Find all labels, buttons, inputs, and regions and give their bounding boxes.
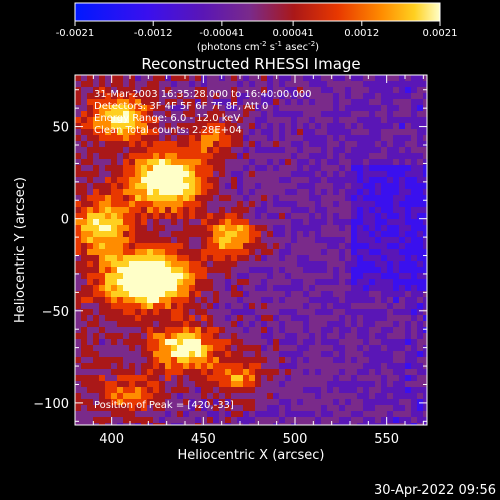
y-axis-label: Heliocentric Y (arcsec) xyxy=(13,177,28,323)
annotation-energy-range: Energy Range: 6.0 - 12.0 keV xyxy=(94,113,240,124)
x-tick-label: 400 xyxy=(99,432,124,447)
colorbar-tick-label: -0.0021 xyxy=(56,28,95,39)
y-tick-label: −100 xyxy=(33,397,69,412)
peak-position-label: Position of Peak = [420,-33] xyxy=(94,400,234,411)
colorbar-tick-label: -0.0012 xyxy=(134,28,173,39)
y-tick-label: −50 xyxy=(42,305,69,320)
x-tick-label: 550 xyxy=(374,432,399,447)
colorbar-tick-label: 0.0021 xyxy=(423,28,458,39)
colorbar-tick-label: 0.0012 xyxy=(344,28,379,39)
y-tick-label: 50 xyxy=(52,121,69,136)
footer-timestamp: 30-Apr-2022 09:56 xyxy=(374,483,496,498)
x-tick-label: 500 xyxy=(283,432,308,447)
colorbar-units: (photons cm-2 s-1 asec-2) xyxy=(197,40,319,53)
annotation-time-range: 31-Mar-2003 16:35:28.000 to 16:40:00.000 xyxy=(94,89,312,100)
colorbar-strip xyxy=(74,2,441,22)
colorbar-ticks: -0.0021 -0.0012 -0.00041 0.00041 0.0012 0.002… xyxy=(56,21,458,39)
plot-frame xyxy=(74,74,428,426)
axis-ticks: 400 450 500 550 −100 −50 0 50 xyxy=(33,75,427,447)
annotation-total-counts: Clean Total counts: 2.28E+04 xyxy=(94,125,242,136)
heatmap-image xyxy=(75,75,427,425)
annotation-detectors: Detectors: 3F 4F 5F 6F 7F 8F, Att 0 xyxy=(94,101,268,112)
annotation-block: 31-Mar-2003 16:35:28.000 to 16:40:00.000… xyxy=(94,89,312,136)
chart-title: Reconstructed RHESSI Image xyxy=(141,55,360,73)
y-tick-label: 0 xyxy=(61,213,69,228)
x-tick-label: 450 xyxy=(191,432,216,447)
colorbar-tick-label: 0.00041 xyxy=(272,28,313,39)
x-axis-label: Heliocentric X (arcsec) xyxy=(178,448,325,463)
colorbar-tick-label: -0.00041 xyxy=(199,28,244,39)
